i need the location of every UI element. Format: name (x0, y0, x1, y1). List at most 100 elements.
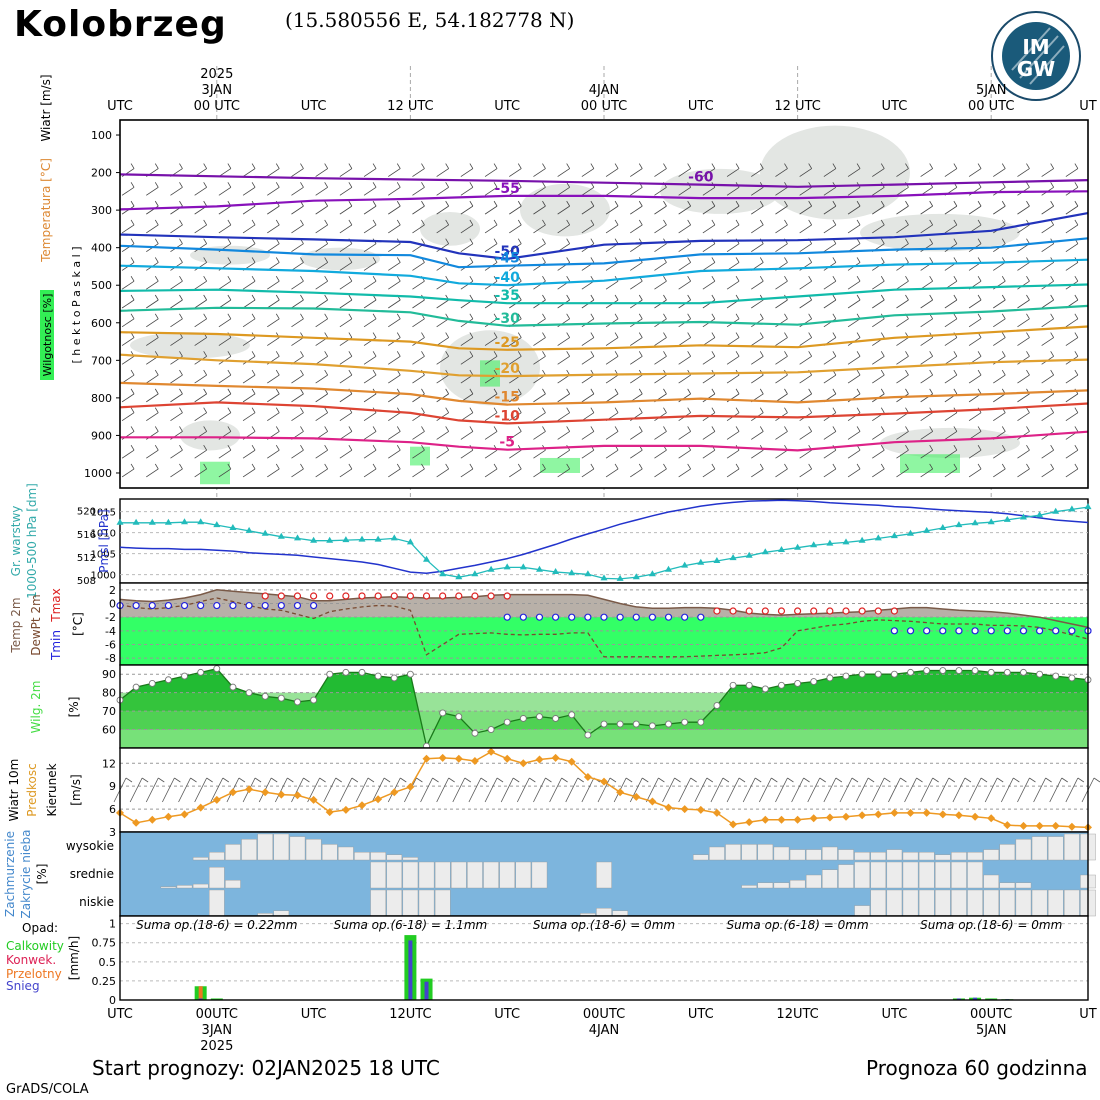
wind-barb (170, 407, 183, 421)
wind-barb-shaft (1065, 318, 1079, 328)
wind-barb (1017, 294, 1030, 309)
wind-10m-flag (480, 777, 488, 783)
wind-barb-shaft (533, 243, 546, 253)
wind-barb-shaft (726, 280, 740, 290)
tmin-marker (277, 601, 285, 610)
wind-speed-marker (648, 797, 657, 806)
wind-speed-marker (325, 808, 334, 817)
tmax-marker (342, 592, 350, 600)
wind-barb-shaft (291, 412, 304, 421)
wind-barb-shaft (218, 299, 232, 309)
wind-barb-flag (227, 294, 232, 301)
wind-barb (993, 294, 1006, 309)
wind-barb-shaft (533, 337, 546, 346)
wind-barb-flag (130, 426, 135, 432)
wind-barb-shaft (363, 187, 377, 196)
wind-speed-marker (987, 814, 996, 823)
tmin-marker (132, 601, 140, 610)
wind-10m-flag (464, 777, 472, 783)
wind-barb-shaft (1041, 168, 1054, 177)
pressure-tick-label: 1000 (84, 467, 112, 480)
wind-barb-shaft (218, 168, 232, 177)
wind-barb-shaft (412, 468, 425, 478)
wind-barb (412, 444, 425, 459)
wind-barb-shaft (605, 187, 619, 196)
wind-barb (654, 463, 667, 478)
wind-barb-shaft (847, 299, 861, 309)
wind-barb (436, 351, 450, 365)
wind-barb (944, 294, 958, 309)
cloud-bar (354, 852, 370, 861)
wind-barb-shaft (460, 337, 474, 346)
wind-barb-shaft (678, 393, 691, 403)
wind-barb-flag (130, 200, 135, 207)
wind-10m-flag (351, 777, 359, 783)
wind-barb-flag (687, 163, 692, 169)
wind-barb (484, 219, 498, 234)
wind-barb-shaft (436, 337, 449, 346)
wind-barb (847, 163, 861, 177)
wind-barb-shaft (436, 431, 449, 440)
wind-barb-flag (179, 238, 183, 244)
wind-barb (218, 163, 232, 177)
wind-barb-shaft (291, 205, 304, 215)
wind-barb-shaft (993, 449, 1006, 459)
wind-barb-flag (203, 238, 208, 244)
wind-barb (654, 219, 667, 234)
wind-barb (654, 351, 667, 365)
wind-10m-shaft (597, 777, 611, 803)
wind-barb-shaft (436, 243, 449, 253)
wind-barb-shaft (484, 318, 498, 328)
wind-speed-marker (809, 814, 818, 823)
tmax-marker (858, 607, 866, 615)
geopot-marker (132, 518, 140, 525)
wind-barb-flag (203, 219, 208, 226)
wind-barb-flag (396, 351, 401, 357)
wind-10m-flag (932, 777, 939, 783)
wind-barb (581, 219, 595, 234)
wind-barb-shaft (654, 280, 667, 290)
wind-barb-flag (324, 163, 329, 169)
wind-barb-flag (227, 388, 232, 395)
wind-barb (363, 444, 377, 459)
wind-barb (630, 426, 643, 440)
wind-10m-shaft (194, 777, 208, 803)
wind-10m-flag (125, 777, 133, 783)
temp-tick-label: 2 (109, 584, 116, 597)
wind-barb-flag (953, 294, 958, 301)
wind-barb-flag (517, 426, 522, 432)
wind-barb-shaft (1017, 168, 1030, 177)
cloud-bar (241, 839, 257, 861)
wind-barb-shaft (121, 393, 135, 403)
wind-barb-shaft (968, 449, 982, 459)
isotherm-line (120, 430, 1089, 452)
wind-barb-shaft (1041, 468, 1054, 478)
wind-barb (1041, 463, 1055, 478)
wind-tick-label: 12 (102, 757, 116, 770)
wind-barb-shaft (630, 168, 643, 177)
wind-barb-shaft (291, 187, 304, 196)
wind-barb (847, 276, 861, 290)
wind-10m-barb (323, 777, 342, 803)
wind-10m-barb (436, 777, 455, 803)
wind-barb-flag (469, 238, 474, 244)
wind-barb-flag (1074, 407, 1079, 413)
wind-barb-shaft (533, 431, 546, 440)
cloud-bar (209, 852, 225, 861)
wind-10m-flag (432, 777, 439, 783)
bottom-date-label: 3JAN (202, 1023, 233, 1038)
wind-barb-shaft (557, 374, 570, 384)
wind-barb-flag (179, 407, 183, 413)
rh-marker (665, 720, 672, 728)
isotherm-label: -55 (495, 181, 520, 197)
wind-barb-shaft (412, 318, 425, 328)
wind-barb-flag (566, 351, 571, 357)
wind-barb-flag (469, 182, 474, 188)
wind-barb-flag (663, 313, 667, 319)
geopot-marker (697, 558, 705, 565)
wind-barb (436, 276, 450, 290)
wind-barb-flag (929, 163, 934, 169)
wind-barb-flag (808, 351, 813, 357)
pressure-tick-label: 600 (91, 317, 112, 330)
